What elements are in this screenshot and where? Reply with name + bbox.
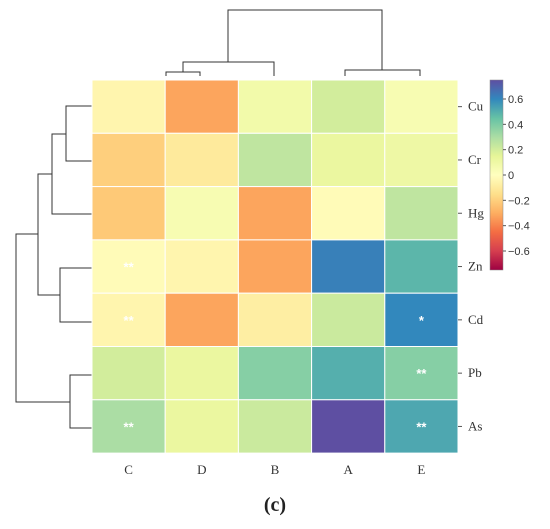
heatmap-cell-Cr-E bbox=[384, 132, 459, 188]
heatmap-cell-Cd-E bbox=[384, 292, 459, 348]
heatmap-cell-Cu-C bbox=[91, 79, 166, 134]
heatmap-cell-Pb-A bbox=[311, 346, 386, 401]
column-label: D bbox=[197, 462, 206, 477]
row-dendro-link bbox=[37, 173, 60, 296]
heatmap-cell-Zn-C bbox=[91, 239, 166, 294]
heatmap-cell-Cr-B bbox=[237, 132, 313, 188]
colorbar-tick-label: −0.2 bbox=[508, 195, 530, 207]
row-label: Zn bbox=[468, 259, 483, 274]
significance-mark: ** bbox=[124, 260, 135, 275]
row-dendro-link bbox=[51, 133, 92, 215]
column-dendrogram bbox=[165, 9, 421, 76]
panel-label-text: (c) bbox=[263, 494, 287, 516]
heatmap-cell-Zn-A bbox=[311, 239, 386, 294]
row-label: As bbox=[468, 418, 482, 433]
heatmap-cell-Cd-D bbox=[164, 292, 239, 348]
row-dendro-link bbox=[65, 105, 92, 162]
row-dendro-link bbox=[59, 267, 92, 323]
heatmap-cell-Cr-D bbox=[164, 132, 239, 188]
row-label: Cr bbox=[468, 152, 482, 167]
heatmap-cell-Pb-C bbox=[91, 346, 166, 401]
column-label: B bbox=[271, 462, 280, 477]
row-label: Cu bbox=[468, 99, 484, 114]
colorbar-tick-label: 0.6 bbox=[508, 94, 523, 106]
heatmap-cell-Hg-D bbox=[164, 186, 239, 241]
heatmap-cell-Cu-A bbox=[311, 79, 386, 134]
colorbar-scale bbox=[489, 79, 504, 271]
heatmap-cell-As-E bbox=[384, 399, 459, 454]
heatmap-cell-Hg-A bbox=[311, 186, 386, 241]
row-labels: Cu Cr Hg Zn Cd Pb As bbox=[458, 99, 484, 433]
row-dendro-link bbox=[69, 374, 92, 429]
column-label: C bbox=[124, 462, 133, 477]
heatmap-cell-Cu-B bbox=[237, 79, 313, 134]
heatmap-cell-Cd-A bbox=[311, 292, 386, 348]
heatmap-cell-Cr-C bbox=[91, 132, 166, 188]
heatmap-cell-As-C bbox=[91, 399, 166, 454]
heatmap-cell-Cu-E bbox=[384, 79, 459, 134]
row-label: Cd bbox=[468, 312, 484, 327]
heatmap-cell-Cd-B bbox=[237, 292, 313, 348]
heatmap-cell-Zn-E bbox=[384, 239, 459, 294]
heatmap-cell-Zn-B bbox=[237, 239, 313, 294]
col-dendro-link bbox=[227, 9, 383, 70]
colorbar-tick-label: 0.2 bbox=[508, 145, 523, 157]
colorbar-tick-label: 0.4 bbox=[508, 119, 523, 131]
heatmap-cell-Cd-C bbox=[91, 292, 166, 348]
colorbar-tick-label: −0.6 bbox=[508, 246, 530, 258]
row-label: Hg bbox=[468, 205, 484, 220]
row-label: Pb bbox=[468, 365, 482, 380]
heatmap-cell-Pb-D bbox=[164, 346, 239, 401]
heatmap-cells bbox=[91, 79, 459, 454]
significance-mark: ** bbox=[416, 419, 427, 434]
heatmap-cell-Pb-B bbox=[237, 346, 313, 401]
row-dendrogram bbox=[15, 105, 92, 429]
column-label: A bbox=[344, 462, 354, 477]
heatmap-cell-As-D bbox=[164, 399, 239, 454]
significance-mark: * bbox=[419, 313, 425, 328]
col-dendro-link bbox=[165, 71, 201, 76]
panel-label: (c) bbox=[0, 494, 550, 517]
heatmap-cell-Hg-E bbox=[384, 186, 459, 241]
colorbar-tick-label: −0.4 bbox=[508, 221, 530, 233]
col-dendro-link bbox=[344, 69, 421, 76]
heatmap-cell-Hg-B bbox=[237, 186, 313, 241]
heatmap-cell-As-A bbox=[311, 399, 386, 454]
significance-mark: ** bbox=[416, 366, 427, 381]
significance-mark: ** bbox=[124, 313, 135, 328]
colorbar-tick-label: 0 bbox=[508, 170, 514, 182]
significance-mark: ** bbox=[124, 419, 135, 434]
col-dendro-link bbox=[182, 61, 275, 76]
heatmap-cell-Cu-D bbox=[164, 79, 239, 134]
heatmap-cell-As-B bbox=[237, 399, 313, 454]
significance-layer: **** ***** ** bbox=[124, 260, 428, 435]
heatmap-cell-Hg-C bbox=[91, 186, 166, 241]
heatmap-cell-Zn-D bbox=[164, 239, 239, 294]
colorbar: 0.6 0.4 0.2 0 −0.2 −0.4 −0.6 bbox=[489, 79, 530, 271]
heatmap-cell-Cr-A bbox=[311, 132, 386, 188]
column-label: E bbox=[417, 462, 425, 477]
row-dendro-link bbox=[15, 233, 70, 403]
